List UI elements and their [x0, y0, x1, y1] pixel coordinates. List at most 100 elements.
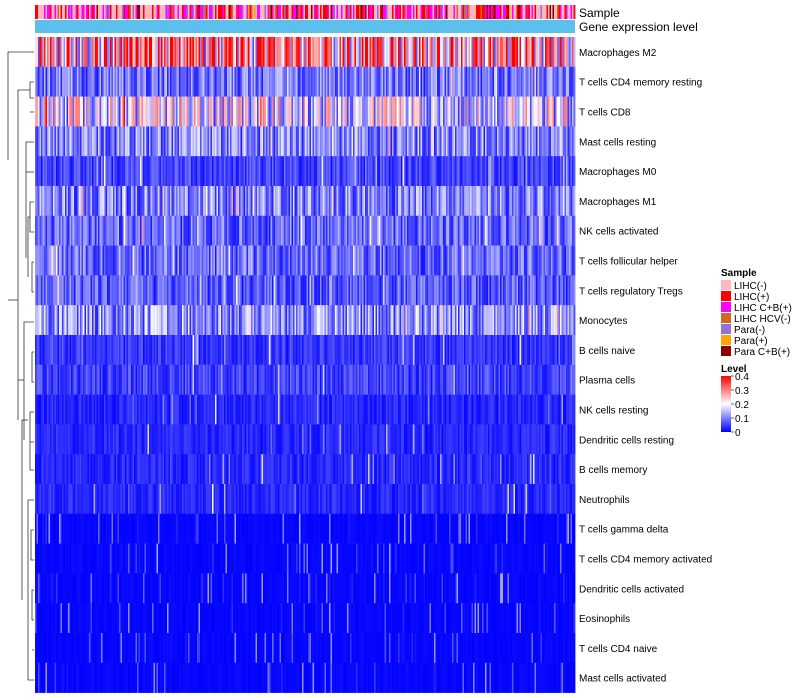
- heatmap-cell: [377, 37, 379, 68]
- heatmap-cell: [468, 245, 471, 276]
- heatmap-cell: [173, 305, 175, 336]
- heatmap-cell: [138, 37, 141, 68]
- heatmap-cell: [327, 215, 330, 246]
- heatmap-cell: [566, 275, 568, 306]
- sample-annotation-cell: [428, 5, 430, 19]
- heatmap-cell: [345, 335, 348, 366]
- heatmap-cell: [296, 66, 298, 97]
- heatmap-cell: [560, 275, 562, 306]
- heatmap-cell: [264, 364, 267, 395]
- heatmap-cell: [51, 305, 54, 336]
- heatmap-cell: [390, 364, 393, 395]
- heatmap-cell: [423, 37, 426, 68]
- heatmap-cell: [69, 156, 72, 187]
- heatmap-cell: [443, 126, 445, 157]
- heatmap-cell: [74, 156, 76, 187]
- heatmap-cell: [480, 186, 483, 217]
- heatmap-cell: [383, 156, 385, 187]
- heatmap-cell: [413, 394, 415, 425]
- heatmap-cell: [203, 364, 205, 395]
- heatmap-cell: [356, 305, 358, 336]
- heatmap-cell: [78, 305, 81, 336]
- sample-annotation-cell: [146, 5, 148, 19]
- heatmap-cell: [75, 156, 78, 187]
- heatmap-cell: [189, 37, 192, 68]
- heatmap-cell: [473, 37, 475, 68]
- heatmap-cell: [119, 215, 121, 246]
- heatmap-cell: [441, 275, 444, 306]
- heatmap-cell: [57, 96, 60, 127]
- heatmap-cell: [276, 215, 279, 246]
- heatmap-cell: [177, 156, 180, 187]
- heatmap-cell: [233, 66, 235, 97]
- heatmap-cell: [110, 275, 112, 306]
- heatmap-cell: [126, 126, 129, 157]
- heatmap-cell: [68, 335, 70, 366]
- heatmap-cell: [471, 364, 474, 395]
- sample-annotation-cell: [218, 5, 220, 19]
- heatmap-cell: [287, 335, 289, 366]
- heatmap-cell: [54, 275, 57, 306]
- heatmap-cell: [81, 96, 84, 127]
- heatmap-cell: [266, 37, 268, 68]
- heatmap-cell: [126, 215, 129, 246]
- heatmap-cell: [303, 37, 306, 68]
- heatmap-cell: [365, 364, 367, 395]
- heatmap-cell: [485, 245, 487, 276]
- heatmap-cell: [182, 245, 184, 276]
- heatmap-cell: [170, 96, 172, 127]
- heatmap-cell: [207, 96, 210, 127]
- heatmap-cell: [99, 275, 102, 306]
- heatmap-cell: [197, 305, 199, 336]
- heatmap-cell: [362, 96, 364, 127]
- sample-annotation-cell: [423, 5, 426, 19]
- heatmap-cell: [221, 96, 223, 127]
- heatmap-cell: [143, 335, 145, 366]
- heatmap-cell: [438, 364, 441, 395]
- heatmap-cell: [191, 275, 193, 306]
- heatmap-cell: [114, 66, 117, 97]
- heatmap-cell: [527, 305, 529, 336]
- heatmap-cell: [77, 305, 79, 336]
- heatmap-cell: [222, 66, 225, 97]
- heatmap-cell: [47, 335, 49, 366]
- heatmap-cell: [396, 335, 399, 366]
- heatmap-cell: [384, 275, 387, 306]
- heatmap-cell: [345, 126, 348, 157]
- heatmap-cell: [374, 364, 376, 395]
- heatmap-cell: [242, 335, 244, 366]
- sample-annotation-cell: [381, 5, 384, 19]
- heatmap-cell: [413, 275, 415, 306]
- heatmap-cell: [300, 37, 303, 68]
- heatmap-cell: [201, 126, 204, 157]
- heatmap-cell: [471, 96, 474, 127]
- heatmap-cell: [47, 245, 49, 276]
- heatmap-cell: [419, 364, 421, 395]
- heatmap-cell: [459, 305, 462, 336]
- sample-annotation-cell: [285, 5, 288, 19]
- heatmap-cell: [560, 37, 562, 68]
- heatmap-cell: [567, 126, 570, 157]
- heatmap-cell: [107, 394, 109, 425]
- heatmap-cell: [440, 245, 442, 276]
- heatmap-cell: [218, 394, 220, 425]
- sample-annotation-cell: [288, 5, 291, 19]
- heatmap-cell: [399, 335, 402, 366]
- heatmap-cell: [264, 186, 267, 217]
- heatmap-cell: [489, 215, 492, 246]
- heatmap-cell: [420, 305, 423, 336]
- heatmap-cell: [270, 186, 273, 217]
- heatmap-cell: [522, 96, 525, 127]
- heatmap-cell: [423, 66, 426, 97]
- heatmap-cell: [570, 335, 573, 366]
- heatmap-cell: [123, 96, 126, 127]
- heatmap-cell: [218, 245, 220, 276]
- heatmap-cell: [428, 364, 430, 395]
- heatmap-cell: [447, 275, 450, 306]
- heatmap-cell: [78, 245, 81, 276]
- heatmap-cell: [99, 186, 102, 217]
- heatmap-cell: [137, 126, 139, 157]
- heatmap-cell: [513, 96, 516, 127]
- heatmap-cell: [485, 215, 487, 246]
- heatmap-cell: [378, 394, 381, 425]
